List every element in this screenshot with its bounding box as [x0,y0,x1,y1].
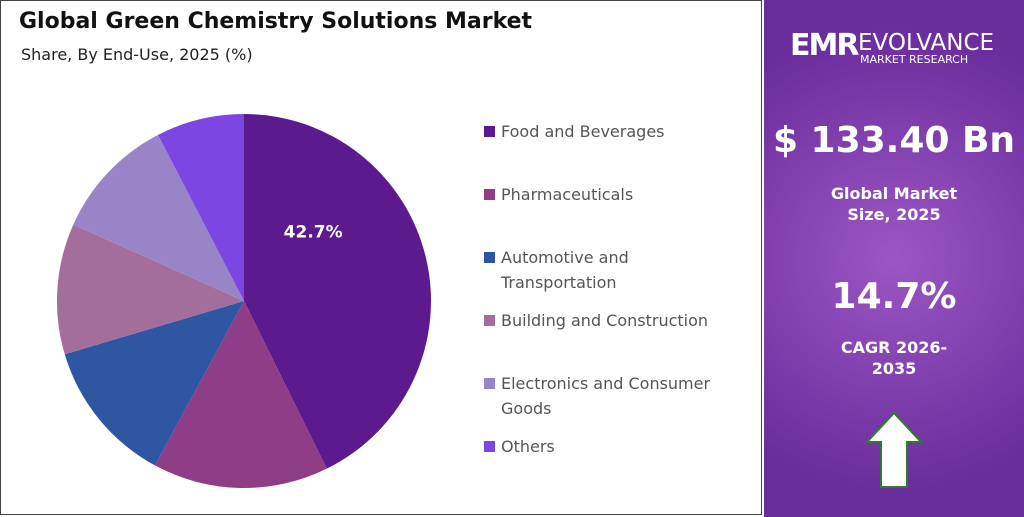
legend-label: Others [501,437,555,456]
legend-label: Pharmaceuticals [501,185,634,204]
legend-item: Food and Beverages [484,119,734,144]
legend-item: Others [484,434,734,459]
data-label: 42.7% [284,223,343,243]
chart-subtitle: Share, By End-Use, 2025 (%) [21,45,253,64]
brand: EVOLVANCE [858,30,995,56]
pie-slice [154,301,327,488]
legend-item: Electronics and Consumer Goods [484,371,734,421]
legend-label: Automotive and Transportation [501,248,629,292]
cagr: 14.7% [831,276,957,317]
legend-swatch [484,441,495,452]
pie-slice [158,114,244,301]
legend-swatch [484,189,495,200]
cagr-label: CAGR 2026-2035 [840,338,948,378]
market-size: $ 133.40 Bn [772,120,1016,161]
legend-label: Food and Beverages [501,122,665,141]
pie-slice [64,301,244,466]
up-arrow [864,411,924,488]
chart-area: Global Green Chemistry Solutions Market … [0,0,762,515]
logo-mark: EMR [790,28,859,63]
legend-item: Automotive and Transportation [484,245,734,295]
legend-label: Building and Construction [501,311,709,330]
legend-swatch [484,315,495,326]
legend-swatch [484,126,495,137]
brand-sub: MARKET RESEARCH [860,53,969,66]
pie-slice [244,114,431,469]
legend-item: Pharmaceuticals [484,182,734,207]
pie-slice [56,224,245,355]
pie-chart: 42.7% [56,114,431,488]
legend-label: Electronics and Consumer Goods [501,374,711,418]
legend-swatch [484,252,495,263]
market-size-label: Global Market Size, 2025 [830,184,958,224]
pie-slice [73,134,244,301]
legend-item: Building and Construction [484,308,734,333]
legend-swatch [484,378,495,389]
summary-panel: EMR EVOLVANCE MARKET RESEARCH $ 133.40 B… [764,0,1024,517]
chart-title: Global Green Chemistry Solutions Market [19,9,533,34]
